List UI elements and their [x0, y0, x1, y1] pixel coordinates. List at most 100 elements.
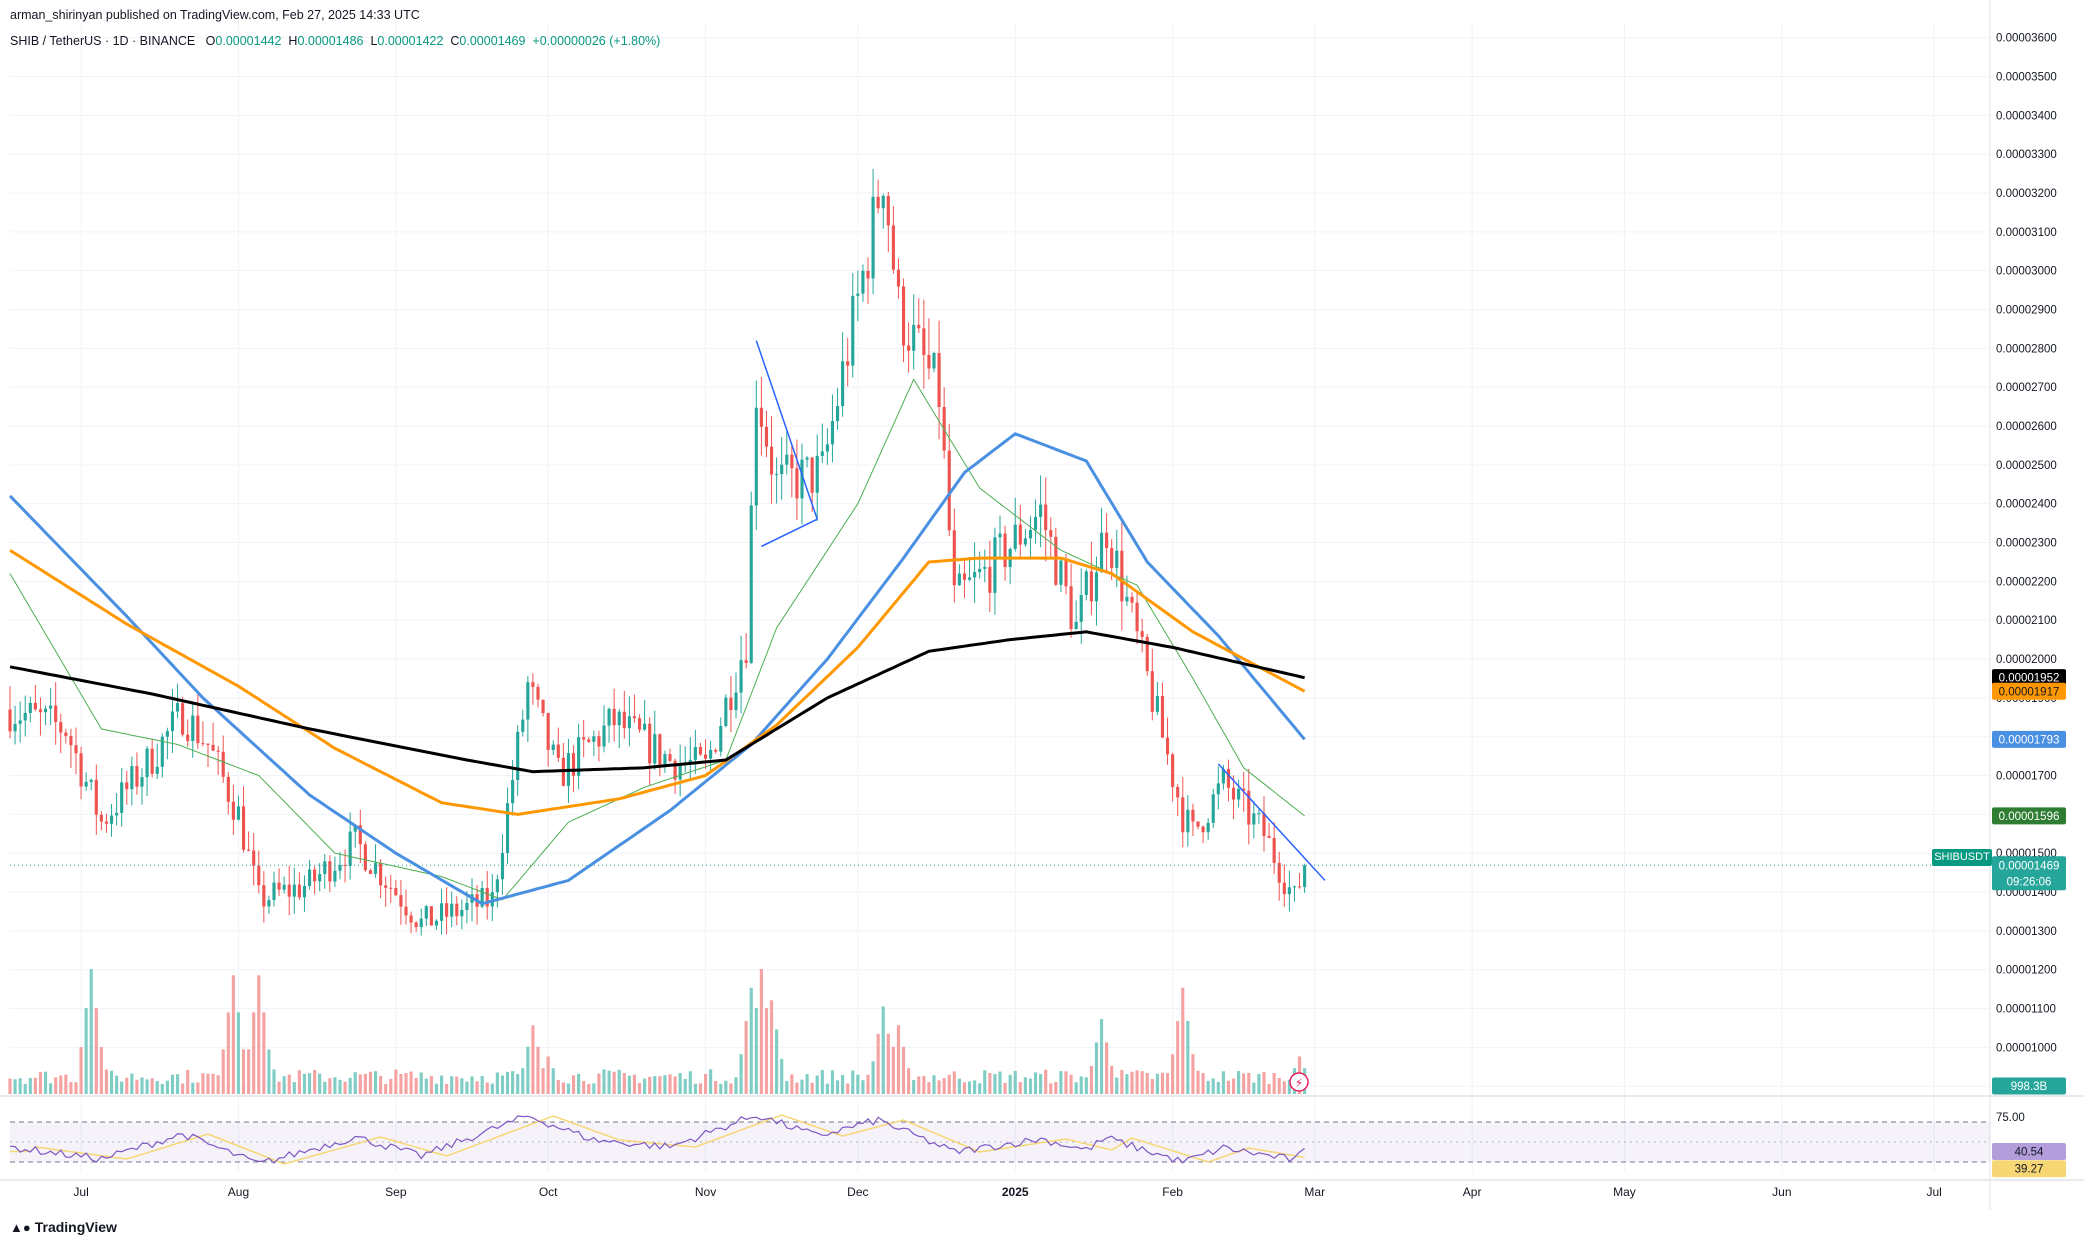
price-tick-label: 0.00002800: [1996, 343, 2057, 355]
volume-bar: [587, 1083, 591, 1094]
candle-body: [140, 777, 144, 787]
volume-bar: [480, 1076, 484, 1094]
candle-body: [500, 852, 505, 880]
volume-bar: [409, 1071, 413, 1094]
candle-body: [1099, 532, 1104, 573]
volume-bar: [1064, 1071, 1068, 1094]
candle-body: [33, 702, 37, 710]
candle-body: [115, 812, 119, 816]
candle-body: [658, 734, 662, 766]
volume-bar: [922, 1075, 926, 1094]
volume-bar: [1059, 1071, 1063, 1094]
candle-body: [201, 743, 205, 745]
price-tick-label: 0.00002700: [1996, 382, 2057, 394]
candle-body: [125, 782, 129, 790]
candle-body: [1018, 524, 1022, 545]
candle-body: [64, 732, 68, 737]
volume-bar: [571, 1075, 576, 1094]
candle-body: [160, 736, 164, 767]
volume-bar: [292, 1082, 296, 1094]
candle-body: [754, 407, 758, 506]
volume-bar: [1277, 1077, 1281, 1094]
volume-bar: [1023, 1077, 1027, 1094]
volume-bar: [465, 1081, 469, 1094]
volume-bar: [297, 1070, 301, 1094]
symbol-label[interactable]: SHIB / TetherUS · 1D · BINANCE: [10, 34, 196, 48]
volume-bar: [358, 1074, 362, 1094]
volume-bar: [541, 1068, 545, 1094]
volume-bar: [1028, 1078, 1033, 1094]
candle-body: [1226, 769, 1231, 788]
volume-bar: [998, 1071, 1002, 1094]
volume-bar: [835, 1080, 840, 1094]
volume-bar: [1110, 1065, 1114, 1094]
volume-bar: [937, 1080, 941, 1094]
candle-body: [1023, 538, 1027, 545]
candle-body: [957, 573, 961, 586]
volume-bar: [1018, 1082, 1022, 1094]
candle-body: [577, 737, 581, 776]
volume-bar: [607, 1070, 611, 1094]
volume-bar: [876, 1033, 880, 1094]
price-tick-label: 0.00002100: [1996, 615, 2057, 627]
candle-body: [861, 270, 865, 294]
open-label: O: [205, 34, 216, 48]
candle-body: [196, 715, 200, 744]
volume-bar: [109, 1070, 114, 1094]
volume-bar: [206, 1073, 210, 1094]
volume-bar: [1211, 1078, 1215, 1094]
tradingview-logo[interactable]: ▲● TradingView: [10, 1219, 117, 1235]
candle-body: [307, 869, 312, 886]
volume-bar: [536, 1046, 540, 1094]
candle-body: [810, 457, 814, 493]
candle-body: [373, 863, 378, 874]
candle-body: [399, 895, 403, 907]
price-tick-label: 0.00003000: [1996, 266, 2057, 278]
legend-ohlc: SHIB / TetherUS · 1D · BINANCE O0.000014…: [10, 34, 660, 48]
volume-bar: [150, 1078, 154, 1094]
volume-bar: [632, 1074, 637, 1094]
candle-body: [693, 746, 697, 760]
volume-bar: [703, 1073, 708, 1094]
candle-body: [617, 711, 621, 726]
rsi-tick-label: 75.00: [1996, 1112, 2025, 1124]
volume-bar: [637, 1082, 642, 1094]
candle-body: [49, 705, 53, 709]
volume-bar: [957, 1078, 961, 1094]
volume-bar: [734, 1077, 738, 1094]
volume-bar: [414, 1077, 418, 1094]
candle-body: [150, 748, 154, 774]
candle-body: [363, 844, 367, 871]
volume-bar: [678, 1073, 682, 1094]
candle-body: [764, 426, 769, 447]
volume-histogram: [8, 969, 1307, 1094]
candle-body: [1059, 560, 1063, 585]
grid: [0, 0, 2084, 1210]
candle-body: [130, 766, 134, 790]
volume-bar: [1084, 1077, 1088, 1094]
candle-body: [901, 286, 906, 346]
volume-bar: [59, 1075, 63, 1094]
candle-body: [414, 922, 418, 928]
volume-bar: [160, 1083, 164, 1094]
candle-body: [384, 885, 388, 888]
candle-body: [546, 713, 550, 751]
volume-bar: [1267, 1083, 1271, 1094]
candle-body: [597, 736, 601, 747]
candle-body: [155, 766, 159, 774]
time-tick-label: Aug: [228, 1185, 249, 1199]
volume-bar: [1049, 1083, 1053, 1094]
candle-body: [1013, 524, 1017, 549]
candle-body: [612, 708, 616, 726]
candle-body: [632, 716, 637, 719]
volume-bar: [145, 1079, 149, 1094]
candle-body: [1028, 529, 1033, 539]
candle-body: [1237, 788, 1241, 800]
candle-body: [978, 568, 982, 573]
volume-bar: [1257, 1073, 1261, 1094]
volume-bar: [511, 1071, 515, 1094]
candle-body: [967, 577, 972, 580]
candle-body: [394, 888, 398, 896]
